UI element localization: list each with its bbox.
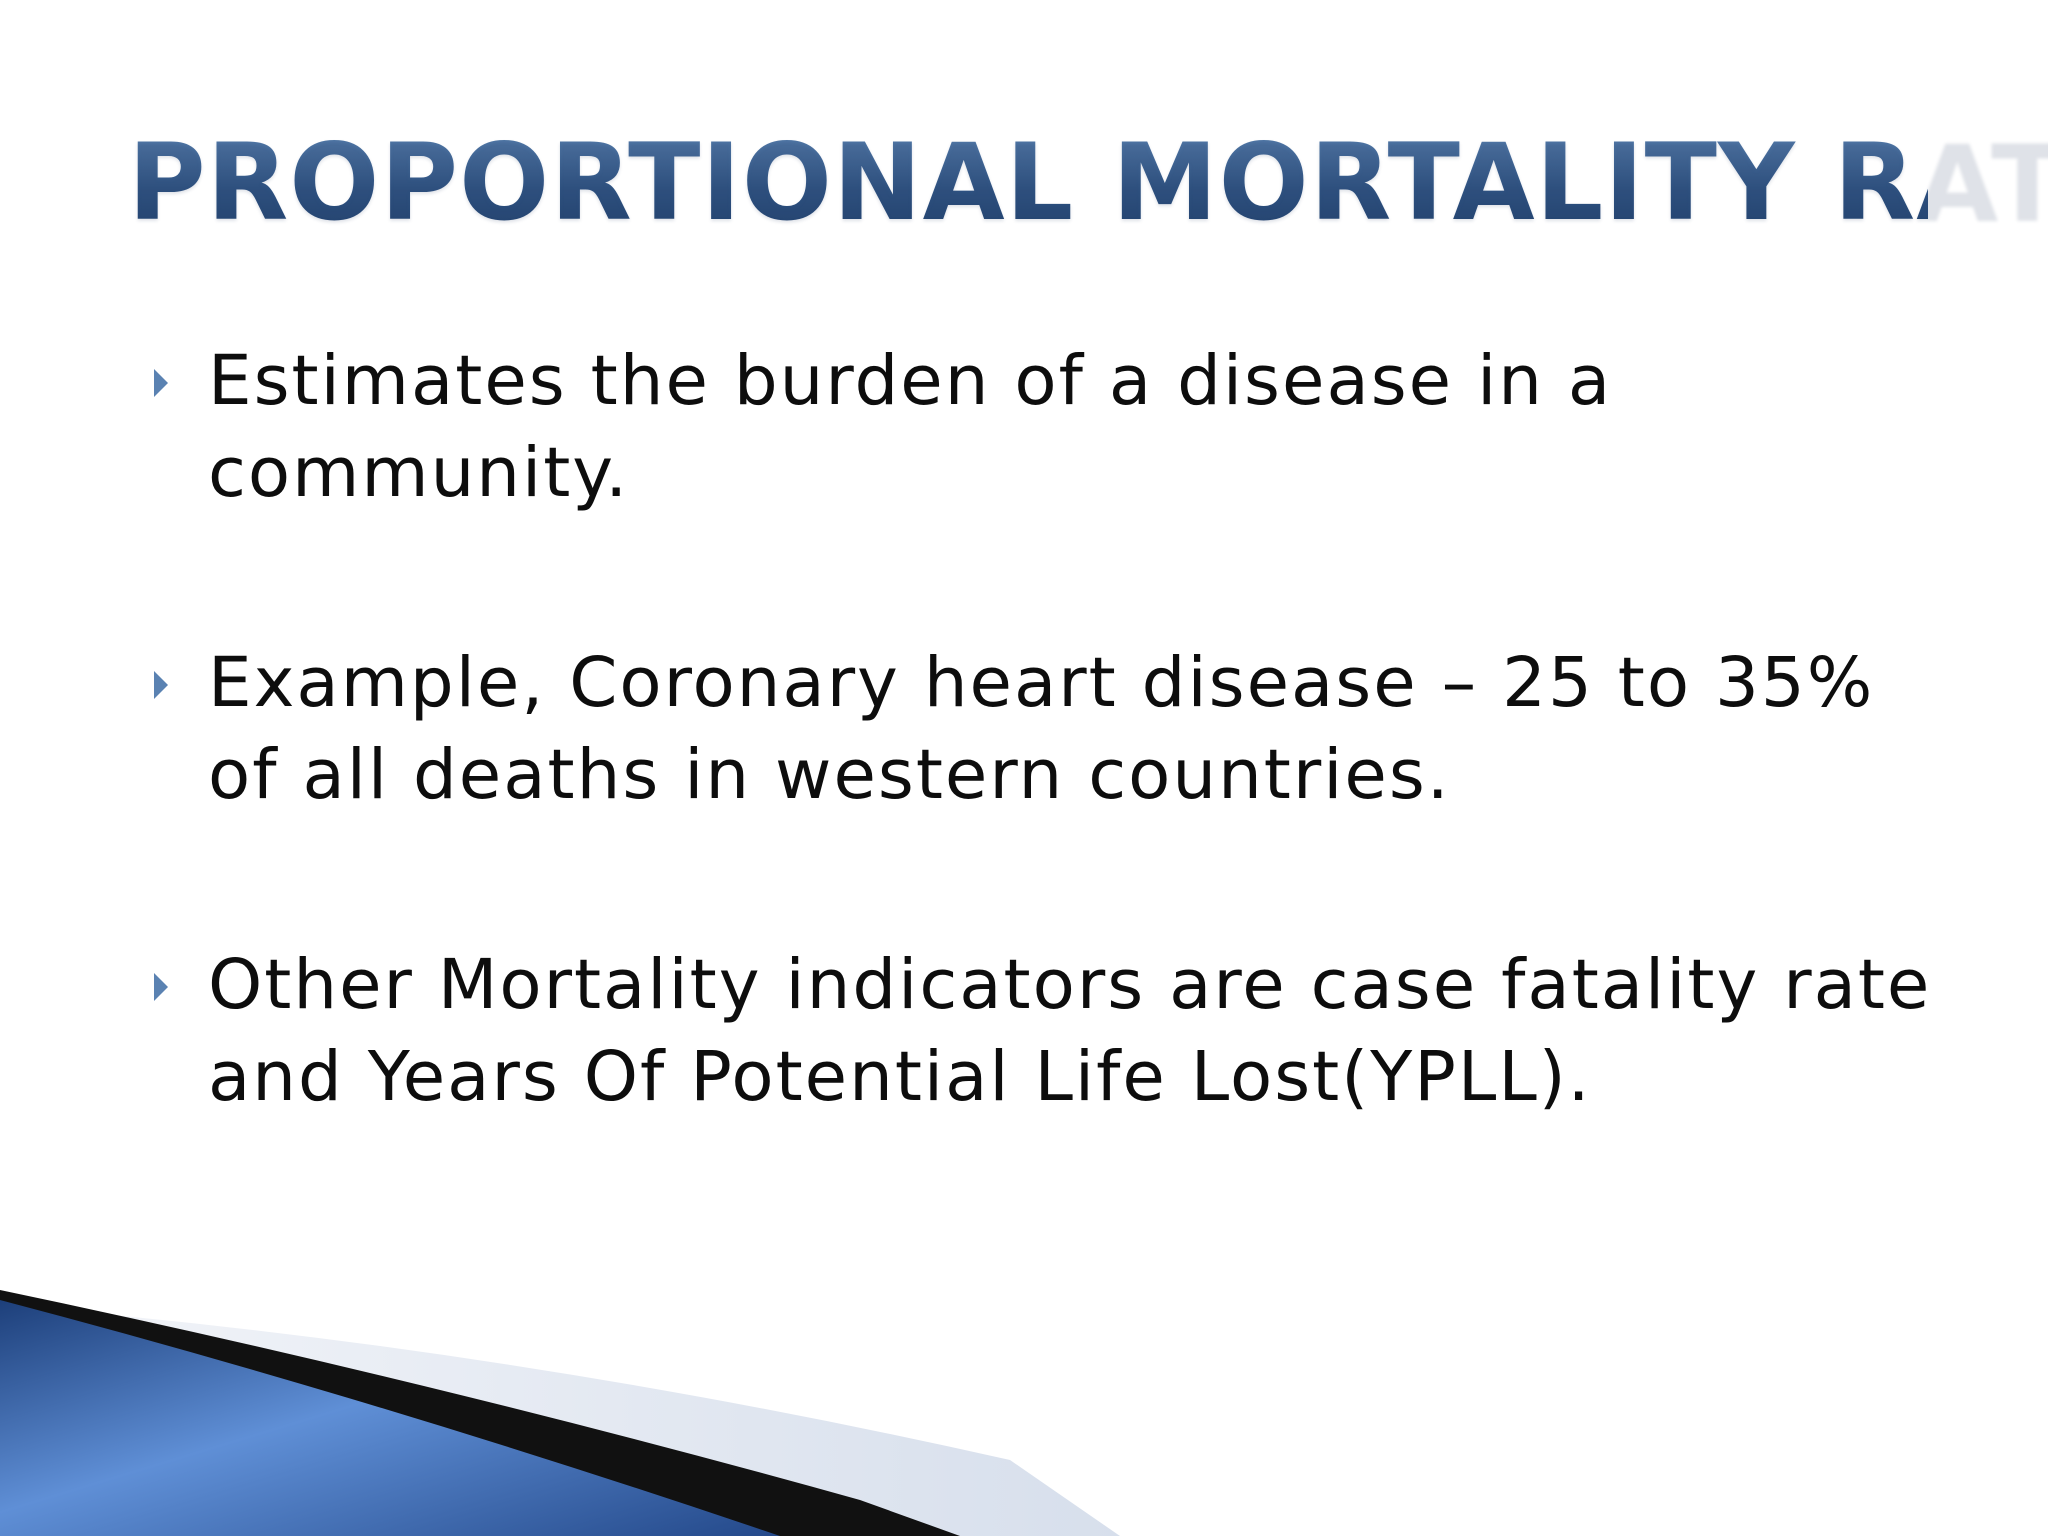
bullet-item-1: Estimates the burden of a disease in a c… (150, 335, 1950, 519)
bullet-item-3: Other Mortality indicators are case fata… (150, 939, 1950, 1123)
slide-title: PROPORTIONAL MORTALITY RATE (128, 118, 2048, 248)
triangle-bullet-icon (154, 973, 168, 1001)
bullet-text: Estimates the burden of a disease in a c… (208, 341, 1613, 513)
swoosh-blue-band (0, 1300, 780, 1536)
bullet-text: Example, Coronary heart disease – 25 to … (208, 643, 1875, 815)
bullet-item-2: Example, Coronary heart disease – 25 to … (150, 637, 1950, 821)
swoosh-dark-band (0, 1290, 960, 1536)
triangle-bullet-icon (154, 671, 168, 699)
triangle-bullet-icon (154, 369, 168, 397)
bullet-list: Estimates the burden of a disease in a c… (150, 335, 1950, 1241)
bullet-text: Other Mortality indicators are case fata… (208, 945, 1932, 1117)
swoosh-light-band (0, 1305, 1120, 1536)
